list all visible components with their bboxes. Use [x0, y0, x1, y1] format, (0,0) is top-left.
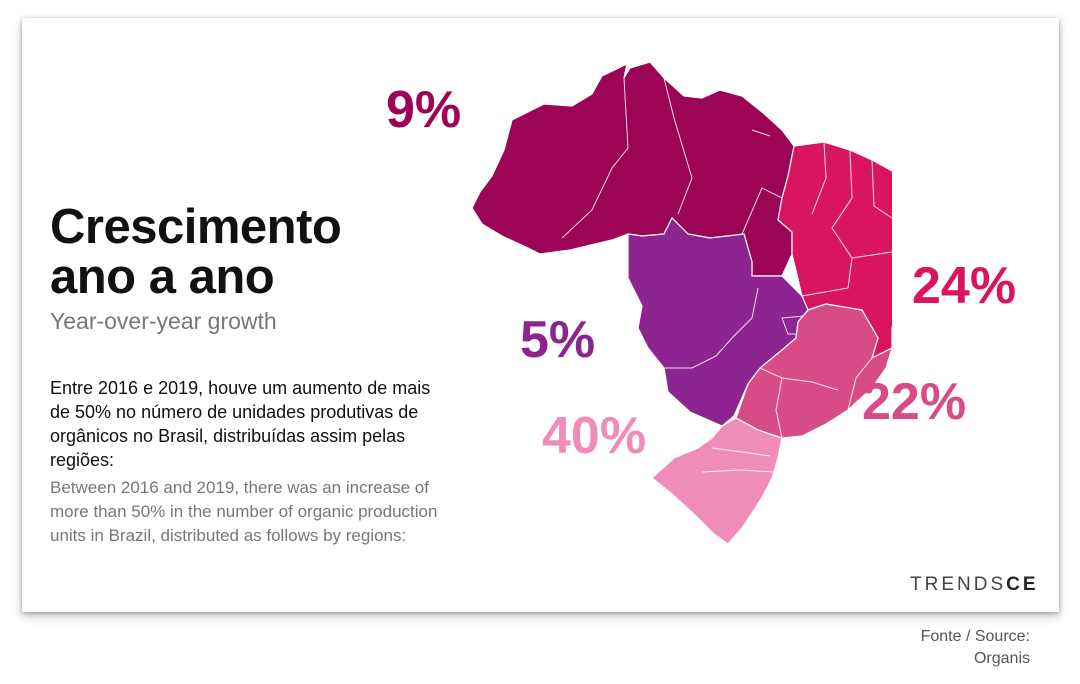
region-south [651, 417, 783, 545]
label-south-percent: 40% [542, 407, 647, 465]
source-name: Organis [973, 650, 1030, 667]
brand-logo: TRENDSCE [910, 574, 1039, 595]
brazil-map [471, 61, 892, 545]
label-north-percent: 9% [386, 81, 462, 139]
label-northeast-percent: 24% [912, 257, 1017, 315]
label-center-west-percent: 5% [520, 311, 596, 369]
infographic-card: Crescimento ano a ano Year-over-year gro… [22, 18, 1059, 612]
source-label: Fonte / Source: [920, 628, 1030, 645]
label-southeast-percent: 22% [862, 373, 967, 431]
subtitle: Year-over-year growth [50, 308, 277, 334]
title-line-1: Crescimento [50, 200, 342, 254]
region-southeast [735, 303, 892, 439]
page-title: Crescimento ano a ano [50, 200, 342, 304]
description-english: Between 2016 and 2019, there was an incr… [50, 478, 438, 545]
title-line-2: ano a ano [50, 250, 275, 304]
description-portuguese: Entre 2016 e 2019, houve um aumento de m… [50, 378, 431, 470]
source-credit: Fonte / Source: Organis [921, 626, 1030, 670]
